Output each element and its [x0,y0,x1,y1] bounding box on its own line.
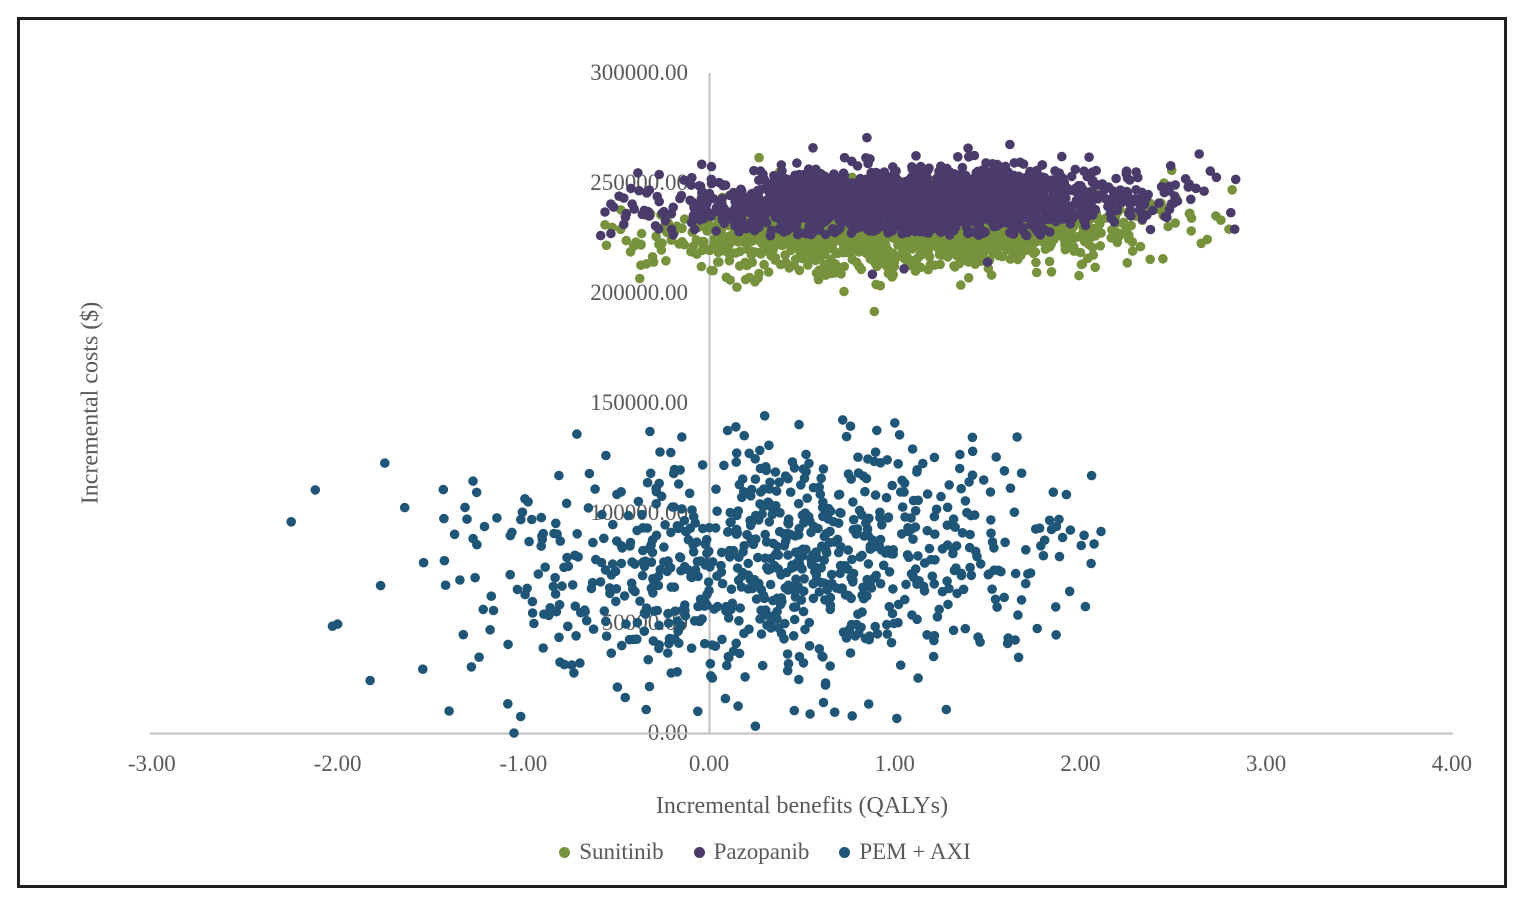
legend-item-pazopanib: Pazopanib [693,839,810,865]
y-tick-label-300000: 300000.00 [590,60,688,85]
x-tick-label--3: -3.00 [127,751,176,776]
legend-label: Pazopanib [713,839,810,864]
x-tick-label--2: -2.00 [313,751,362,776]
legend-label: Sunitinib [579,839,664,864]
x-tick-label-3: 3.00 [1246,751,1287,776]
y-tick-label-200000: 200000.00 [590,280,688,305]
x-tick-label-0: 0.00 [688,751,730,776]
legend-marker-icon [839,846,851,858]
legend: Sunitinib Pazopanib PEM + AXI [0,839,1530,865]
legend-marker-icon [693,846,705,858]
x-tick-label--1: -1.00 [499,751,548,776]
x-tick-label-2: 2.00 [1060,751,1101,776]
legend-label: PEM + AXI [859,839,971,864]
x-tick-label-1: 1.00 [874,751,915,776]
y-tick-label-150000: 150000.00 [590,390,688,415]
legend-item-pem-axi: PEM + AXI [839,839,971,865]
legend-item-sunitinib: Sunitinib [559,839,664,865]
x-axis-title: Incremental benefits (QALYs) [655,793,949,819]
legend-marker-icon [559,846,571,858]
x-tick-label-4: 4.00 [1431,751,1472,776]
